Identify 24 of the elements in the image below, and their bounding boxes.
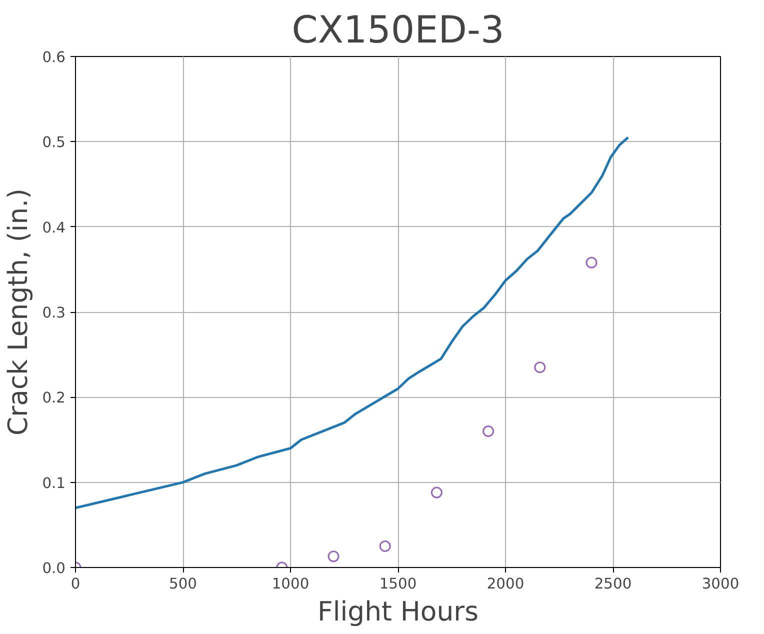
x-tick-label: 2000 xyxy=(486,576,524,592)
y-tick-label: 0.6 xyxy=(42,49,66,66)
point xyxy=(586,256,598,268)
chart-title: CX150ED-3 xyxy=(292,8,504,52)
line-series xyxy=(76,136,630,510)
point xyxy=(328,550,340,562)
x-axis-title: Flight Hours xyxy=(318,596,478,628)
y-tick-label: 0.2 xyxy=(42,390,66,407)
y-tick-label: 0.3 xyxy=(42,304,66,322)
point xyxy=(379,540,391,552)
y-tick-label: 0.0 xyxy=(42,560,66,577)
x-tick-label: 2500 xyxy=(594,576,632,592)
y-tick-label: 0.4 xyxy=(42,219,66,236)
y-tick-label: 0.5 xyxy=(42,134,66,152)
point xyxy=(430,486,442,498)
x-tick-label: 1000 xyxy=(272,576,310,592)
y-axis-title: Crack Length, (in.) xyxy=(3,188,34,436)
y-tick-label: 0.1 xyxy=(42,474,66,492)
x-tick-label: 500 xyxy=(169,576,197,592)
point xyxy=(482,425,494,437)
point xyxy=(534,362,546,374)
x-tick-label: 1500 xyxy=(379,576,417,592)
x-tick-label: 3000 xyxy=(702,576,740,592)
x-tick-label: 0 xyxy=(70,576,80,592)
